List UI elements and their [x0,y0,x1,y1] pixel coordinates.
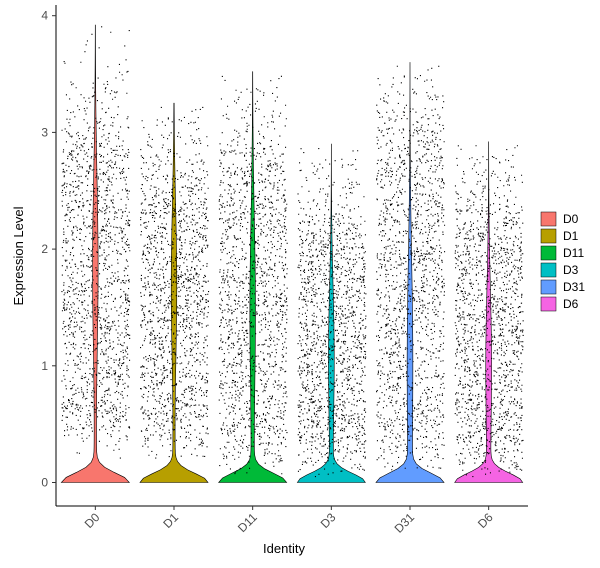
y-axis: 0 1 2 3 4 [41,9,56,490]
y-tick-label-1: 1 [41,359,48,373]
points-d1 [140,106,210,459]
legend-key-d11 [540,245,557,261]
violins-layer [60,24,524,483]
legend-label-d6: D6 [563,297,579,311]
violin-d0 [60,24,131,483]
y-tick-label-4: 4 [41,9,48,23]
legend-label-d0: D0 [563,212,579,226]
legend-key-d0 [540,211,557,227]
violin-d3 [296,143,366,483]
points-layer [61,26,524,478]
x-tick-label-d6: D6 [475,510,496,531]
y-tick-label-2: 2 [41,242,48,256]
x-tick-label-d1: D1 [160,510,181,531]
x-tick-label-d0: D0 [82,510,103,531]
legend-label-d3: D3 [563,263,579,277]
points-d11 [218,75,288,475]
x-tick-label-d11: D11 [235,510,260,535]
violin-d31 [375,62,445,483]
points-d3 [297,148,367,478]
legend-label-d11: D11 [563,246,584,260]
x-tick-label-d3: D3 [318,510,339,531]
y-tick-label-0: 0 [41,476,48,490]
legend: D0 D1 D11 D3 D31 D6 [540,211,585,312]
x-axis-title: Identity [263,541,305,556]
legend-label-d1: D1 [563,229,579,243]
legend-key-d1 [540,228,557,244]
legend-key-d31 [540,279,557,295]
y-tick-label-3: 3 [41,125,48,139]
x-tick-label-d31: D31 [392,510,418,536]
legend-label-d31: D31 [563,280,585,294]
y-axis-title: Expression Level [11,206,26,305]
violin-d6 [454,141,524,483]
x-axis: D0 D1 D11 D3 D31 D6 [82,506,496,536]
legend-key-d6 [540,296,557,312]
legend-key-d3 [540,262,557,278]
violin-d1 [139,102,209,483]
